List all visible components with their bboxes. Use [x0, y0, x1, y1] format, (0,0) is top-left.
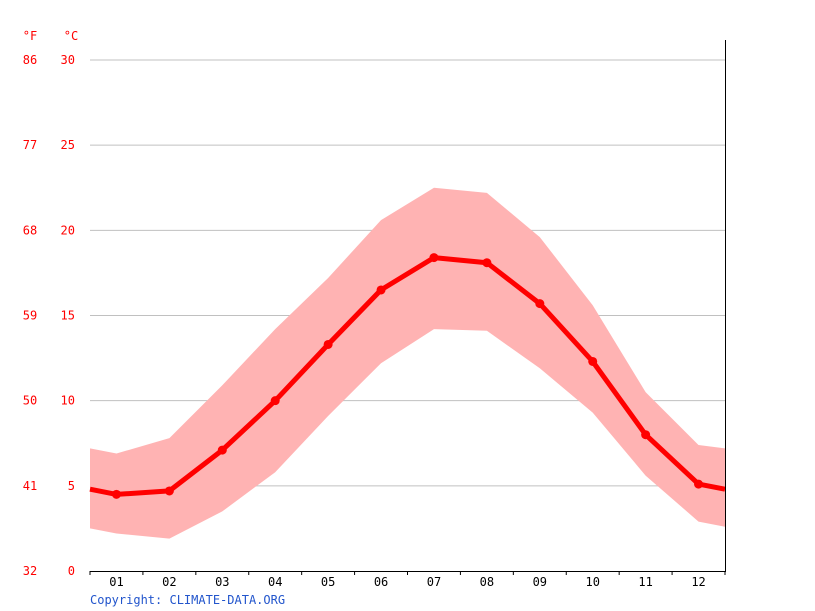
y-tick-celsius: 5 — [68, 479, 75, 493]
x-tick-label: 05 — [321, 575, 335, 589]
fahrenheit-unit-label: °F — [23, 29, 37, 43]
celsius-unit-label: °C — [64, 29, 78, 43]
y-tick-fahrenheit: 41 — [23, 479, 37, 493]
copyright-link[interactable]: Copyright: CLIMATE-DATA.ORG — [90, 593, 286, 607]
mean-point — [588, 356, 598, 366]
x-tick-label: 10 — [585, 575, 599, 589]
axes — [89, 40, 726, 575]
y-tick-fahrenheit: 32 — [23, 564, 37, 578]
mean-point — [376, 285, 386, 295]
mean-point — [641, 430, 651, 440]
mean-point — [694, 479, 704, 489]
y-tick-celsius: 15 — [61, 309, 75, 323]
y-tick-celsius: 10 — [61, 394, 75, 408]
mean-point — [217, 445, 227, 455]
mean-point — [111, 489, 121, 499]
y-tick-fahrenheit: 77 — [23, 138, 37, 152]
y-tick-celsius: 25 — [61, 138, 75, 152]
mean-point — [164, 486, 174, 496]
x-tick-label: 06 — [374, 575, 388, 589]
mean-temperature-points — [111, 253, 704, 499]
y-tick-fahrenheit: 59 — [23, 309, 37, 323]
y-tick-fahrenheit: 86 — [23, 53, 37, 67]
y-tick-fahrenheit: 68 — [23, 223, 37, 237]
x-tick-label: 11 — [638, 575, 652, 589]
mean-point — [429, 253, 439, 263]
mean-point — [482, 258, 492, 268]
mean-temperature-line — [89, 255, 726, 497]
y-tick-celsius: 0 — [68, 564, 75, 578]
x-tick-label: 09 — [533, 575, 547, 589]
x-tick-label: 08 — [480, 575, 494, 589]
y-tick-fahrenheit: 50 — [23, 394, 37, 408]
x-tick-label: 02 — [162, 575, 176, 589]
x-tick-label: 07 — [427, 575, 441, 589]
temperature-range-band — [90, 187, 725, 539]
x-tick-label: 12 — [691, 575, 705, 589]
mean-point — [270, 396, 280, 406]
x-tick-label: 01 — [109, 575, 123, 589]
x-tick-label: 04 — [268, 575, 282, 589]
x-tick-label: 03 — [215, 575, 229, 589]
mean-point — [323, 339, 333, 349]
y-tick-celsius: 20 — [61, 223, 75, 237]
y-tick-celsius: 30 — [61, 53, 75, 67]
axis-labels: °F °C 0 32 5 41 10 50 15 59 20 68 25 77 30 86 01 02 03 04… — [23, 29, 706, 589]
mean-point — [535, 299, 545, 309]
